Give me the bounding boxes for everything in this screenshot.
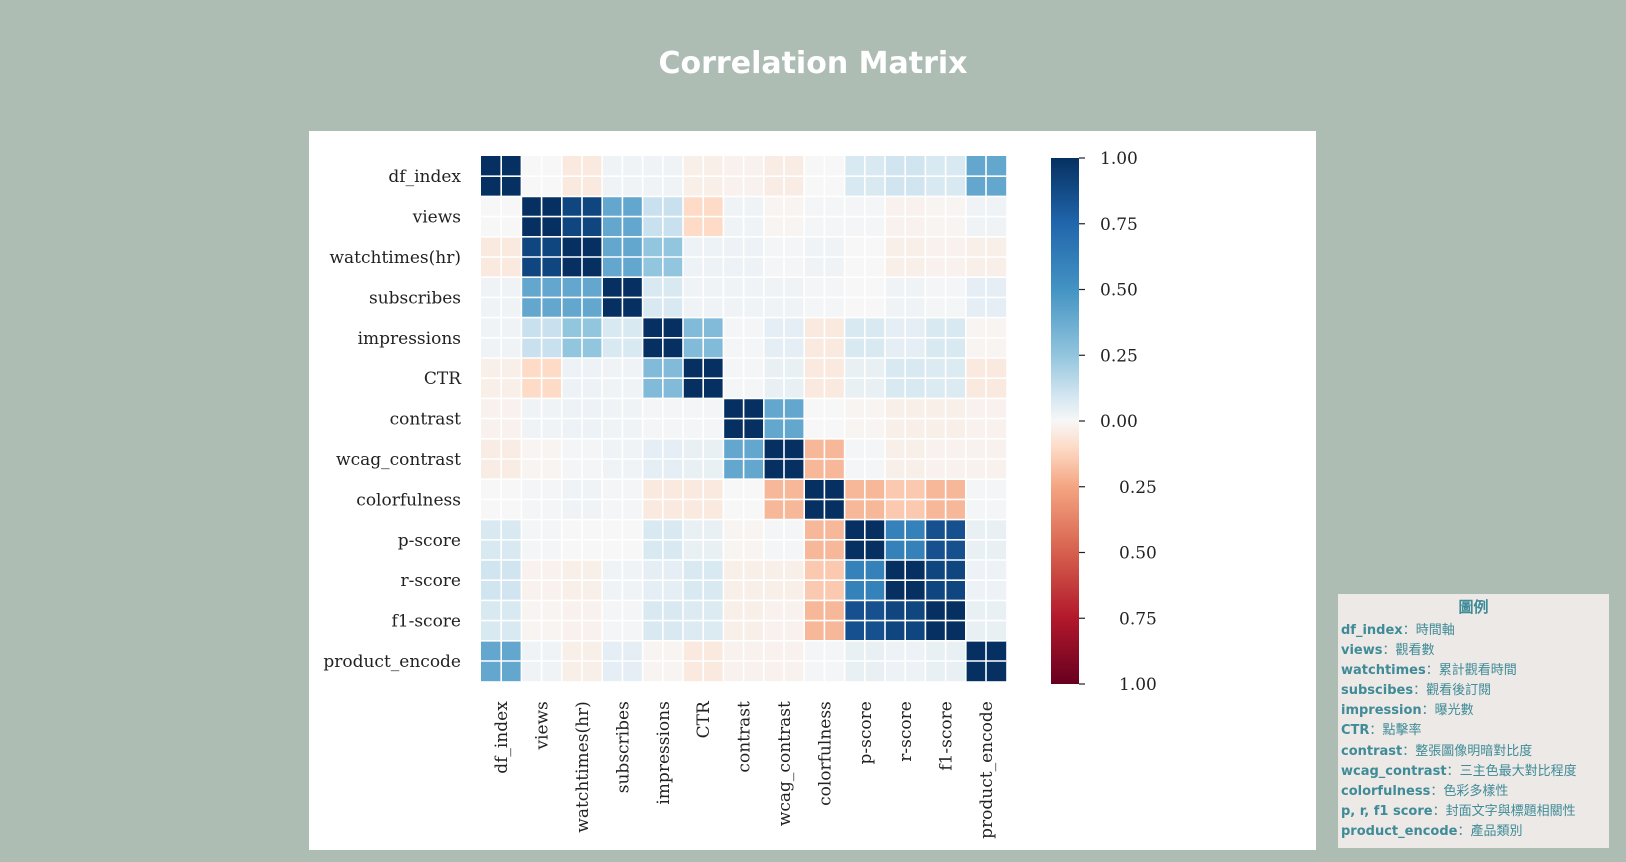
page-title: Correlation Matrix [658,46,968,81]
column-label: df_index [492,701,512,774]
legend-title: 圖例 [1458,598,1489,616]
row-label: CTR [424,369,462,389]
row-label: colorfulness [356,490,461,510]
legend-item-separator: ： [1457,823,1471,839]
legend-item: watchtimes：累計觀看時間 [1341,661,1606,681]
legend-item-separator: ： [1402,623,1416,638]
legend-item: impression：曝光數 [1341,701,1606,721]
column-label: wcag_contrast [775,701,795,826]
row-label: p-score [398,531,461,551]
legend-item-key: CTR [1341,723,1370,739]
legend-item-key: product_encode [1341,823,1458,839]
legend-item-key: views [1341,643,1383,659]
column-label: impressions [654,701,674,804]
colorbar-tick-label: 0.75 [1119,609,1157,629]
row-label: views [412,208,461,228]
column-label: CTR [694,700,714,738]
heatmap-grid [481,156,1007,682]
colorbar [1051,158,1079,684]
row-label: wcag_contrast [336,450,461,470]
legend-item-separator: ： [1430,783,1444,799]
legend-item: views：觀看數 [1341,641,1606,661]
column-label: product_encode [977,701,997,839]
legend-item-separator: ： [1421,703,1435,719]
legend-item: df_index：時間軸 [1341,621,1606,641]
legend-item-desc: 色彩多樣性 [1443,783,1509,799]
legend-item-desc: 累計觀看時間 [1438,663,1517,679]
legend-item-key: subscibes [1341,683,1414,699]
legend-item: p, r, f1 score：封面文字與標題相關性 [1341,802,1606,822]
legend-item: product_encode：產品類別 [1341,822,1606,842]
legend-box: 圖例 df_index：時間軸 views：觀看數 watchtimes：累計觀看時… [1338,594,1609,848]
legend-item: contrast：整張圖像明暗對比度 [1341,742,1606,762]
legend-item-separator: ： [1369,723,1383,739]
row-label: watchtimes(hr) [329,248,461,268]
legend-item-key: watchtimes [1341,663,1426,679]
column-label: f1-score [937,701,957,771]
legend-item-key: wcag_contrast [1341,763,1447,779]
colorbar-tick-label: 0.25 [1119,478,1157,498]
legend-item-desc: 時間軸 [1415,623,1455,638]
correlation-heatmap: df_indexviewswatchtimes(hr)subscribesimp… [323,149,1157,839]
row-label: product_encode [323,652,461,672]
legend-item-desc: 點擊率 [1382,723,1422,739]
legend-item-desc: 產品類別 [1470,823,1523,839]
legend-item-separator: ： [1402,743,1416,759]
row-label: contrast [390,410,462,430]
legend-item-separator: ： [1413,683,1427,699]
legend-item-desc: 三主色最大對比程度 [1459,763,1577,779]
colorbar-tick-label: 1.00 [1119,675,1157,695]
legend-list: df_index：時間軸 views：觀看數 watchtimes：累計觀看時間 su… [1341,621,1606,842]
column-label: subscribes [613,701,633,793]
legend-item: wcag_contrast：三主色最大對比程度 [1341,762,1606,782]
column-label: views [533,701,553,750]
colorbar-tick-label: 1.00 [1100,149,1138,169]
legend-item-key: p, r, f1 score [1341,803,1433,819]
legend-item-desc: 整張圖像明暗對比度 [1415,743,1533,759]
legend-item-separator: ： [1425,663,1439,679]
column-label: p-score [856,701,876,764]
legend-item-key: contrast [1341,743,1403,759]
legend-item: CTR：點擊率 [1341,721,1606,741]
legend-item-desc: 觀看數 [1395,643,1435,659]
legend-item-desc: 曝光數 [1434,703,1474,719]
row-label: f1-score [391,612,461,632]
chart-panel: df_index views watchtimes(hr) subscribes imp… [309,131,1316,850]
colorbar-tick-label: 0.25 [1100,346,1138,366]
column-label: colorfulness [815,701,835,806]
legend-item: colorfulness：色彩多樣性 [1341,782,1606,802]
legend-item-desc: 封面文字與標題相關性 [1445,803,1576,819]
legend-item: subscibes：觀看後訂閱 [1341,681,1606,701]
legend-item-separator: ： [1382,643,1396,659]
legend-item-desc: 觀看後訂閱 [1426,683,1492,699]
legend-item-separator: ： [1432,803,1446,819]
column-label: r-score [896,701,916,762]
colorbar-tick-label: 0.00 [1100,412,1138,432]
colorbar-tick-label: 0.75 [1100,215,1138,235]
legend-item-key: df_index [1341,623,1403,638]
row-label: subscribes [369,288,461,308]
row-label: impressions [358,329,461,349]
colorbar-tick-label: 0.50 [1119,544,1157,564]
column-label: contrast [735,701,755,773]
colorbar-tick-label: 0.50 [1100,281,1138,301]
legend-item-key: impression [1341,703,1422,719]
row-label: df_index [388,167,461,187]
row-label: r-score [400,571,461,591]
legend-item-key: colorfulness [1341,783,1431,799]
legend-item-separator: ： [1446,763,1460,779]
column-label: watchtimes(hr) [573,701,593,833]
